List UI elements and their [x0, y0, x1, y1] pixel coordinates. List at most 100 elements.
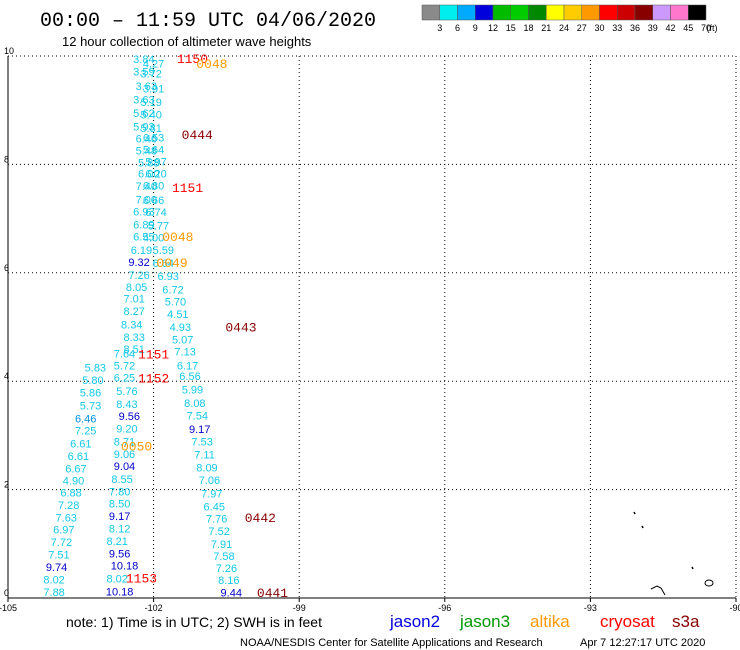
wave-height-value: 9.17 — [189, 424, 210, 436]
wave-height-value: 5.62 — [133, 108, 154, 120]
wave-height-value: 7.01 — [123, 294, 144, 306]
color-scale-label: 42 — [665, 23, 675, 33]
color-scale-label: 70 — [701, 23, 711, 33]
pass-time-label: 1152 — [138, 371, 169, 386]
wave-height-value: 3.91 — [143, 83, 164, 95]
color-scale-legend: 3 6 9 12 15 18 21 24 27 30 33 36 39 42 45 70(ft) — [421, 4, 718, 33]
wave-height-value: 10.18 — [106, 586, 134, 598]
wave-height-value: 6.93 — [133, 206, 154, 218]
color-scale-label: 21 — [541, 23, 551, 33]
color-swatch — [617, 4, 636, 21]
color-scale-label: 18 — [523, 23, 533, 33]
color-swatch — [599, 4, 618, 21]
island-mark — [641, 525, 644, 529]
x-tick-label: -102 — [145, 603, 163, 613]
x-tick-label: -105 — [0, 603, 17, 613]
y-tick-label: 8 — [4, 154, 9, 164]
color-scale-label: 12 — [488, 23, 498, 33]
pass-time-labels: 1150004804441151004800490443115111520050… — [121, 52, 288, 601]
color-scale-label: 27 — [577, 23, 587, 33]
wave-height-value: 4.90 — [63, 476, 84, 488]
wave-height-value: 6.61 — [68, 451, 89, 463]
wave-height-value: 7.80 — [109, 487, 130, 499]
wave-height-value: 7.28 — [58, 500, 79, 512]
color-scale-label: 30 — [594, 23, 604, 33]
wave-height-value: 5.77 — [148, 220, 169, 232]
satellite-legend-item: jason2 — [389, 612, 440, 631]
wave-height-value: 3.63 — [136, 81, 157, 93]
wave-height-value: 8.16 — [218, 575, 239, 587]
satellite-legend: jason2 jason3 altika cryosat s3a — [389, 612, 700, 631]
wave-height-value: 7.00 — [136, 194, 157, 206]
wave-height-value: 8.55 — [111, 474, 132, 486]
x-tick-label: -93 — [584, 603, 597, 613]
color-scale-label: 3 — [437, 23, 442, 33]
wave-height-value: 4.51 — [167, 309, 188, 321]
wave-height-value: 5.07 — [172, 334, 193, 346]
wave-height-value: 5.64 — [143, 145, 164, 157]
pass-time-label: 1153 — [126, 571, 157, 586]
satellite-legend-item: cryosat — [600, 612, 655, 631]
color-swatch — [670, 4, 689, 21]
island-mark — [691, 566, 694, 570]
color-swatch — [457, 4, 476, 21]
wave-height-value: 6.74 — [145, 207, 166, 219]
color-scale-unit: (ft) — [707, 23, 718, 33]
color-scale-label: 45 — [683, 23, 693, 33]
wave-height-value: 6.88 — [60, 488, 81, 500]
wave-height-value: 5.80 — [82, 375, 103, 387]
axes: -105 -102 -99 -96 -93 -90 0 2 4 6 8 10 — [0, 46, 740, 613]
wave-height-value: 7.53 — [191, 437, 212, 449]
color-scale-label: 24 — [559, 23, 569, 33]
pass-time-label: 1150 — [177, 52, 208, 67]
x-tick-label: -90 — [729, 603, 740, 613]
color-scale-label: 15 — [506, 23, 516, 33]
satellite-legend-item: s3a — [672, 612, 700, 631]
wave-height-value: 6.00 — [138, 168, 159, 180]
color-swatch — [634, 4, 653, 21]
wave-height-value: 9.20 — [116, 424, 137, 436]
wave-height-value: 3.84 — [133, 54, 154, 66]
wave-height-value: 9.56 — [119, 411, 140, 423]
color-swatch — [492, 4, 511, 21]
pass-time-label: 0050 — [121, 440, 152, 455]
wave-height-value: 3.72 — [140, 69, 161, 81]
wave-height-value: 7.64 — [114, 348, 135, 360]
wave-height-value: 8.09 — [196, 463, 217, 475]
wave-height-value: 6.67 — [65, 463, 86, 475]
y-tick-label: 4 — [4, 371, 9, 381]
wave-height-value: 7.52 — [208, 526, 229, 538]
island-mark — [704, 579, 714, 587]
wave-height-value: 5.73 — [80, 400, 101, 412]
y-tick-label: 10 — [4, 46, 14, 56]
wave-height-value: 5.72 — [114, 360, 135, 372]
footer-note: note: 1) Time is in UTC; 2) SWH is in fe… — [66, 614, 322, 630]
wave-height-value: 7.88 — [43, 587, 64, 599]
wave-height-value: 7.63 — [56, 513, 77, 525]
wave-height-value: 8.08 — [184, 398, 205, 410]
wave-height-value: 6.17 — [177, 360, 198, 372]
credit-text: NOAA/NESDIS Center for Satellite Applica… — [240, 637, 543, 649]
pass-time-label: 0444 — [182, 128, 213, 143]
wave-height-value: 3.59 — [133, 67, 154, 79]
island-mark — [633, 511, 636, 515]
wave-height-value: 5.97 — [145, 156, 166, 168]
wave-height-value: 8.43 — [116, 399, 137, 411]
wave-height-value: 4.27 — [143, 58, 164, 70]
wave-height-value: 6.46 — [136, 134, 157, 146]
wave-height-value: 5.48 — [136, 146, 157, 158]
wave-height-value: 7.58 — [213, 551, 234, 563]
color-scale-label: 39 — [648, 23, 658, 33]
x-tick-label: -96 — [438, 603, 451, 613]
pass-time-label: 1151 — [138, 347, 169, 362]
wave-height-value: 8.21 — [106, 536, 127, 548]
wave-height-value: 9.04 — [114, 461, 135, 473]
pass-time-label: 1151 — [172, 181, 203, 196]
wave-height-value: 7.72 — [51, 537, 72, 549]
wave-height-value: 6.80 — [143, 180, 164, 192]
wave-height-value: 7.51 — [48, 549, 69, 561]
wave-height-value: 6.55 — [133, 231, 154, 243]
pass-time-label: 0049 — [156, 256, 187, 271]
wave-height-value: 5.59 — [153, 245, 174, 257]
color-swatch — [421, 4, 440, 21]
